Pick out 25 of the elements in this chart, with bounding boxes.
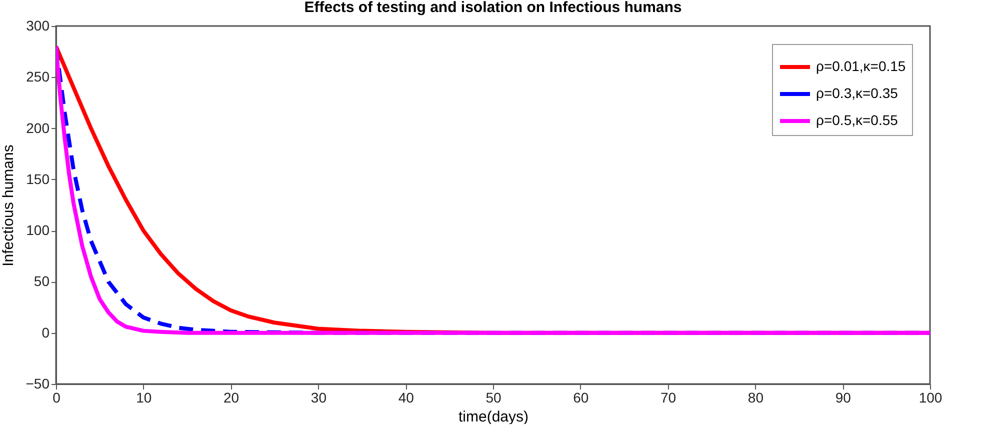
x-tick-label: 50 [486,390,502,406]
y-tick-label: 300 [26,18,50,34]
x-tick-label: 10 [136,390,152,406]
legend-label: ρ=0.3,κ=0.35 [816,85,898,101]
y-tick-label: −50 [26,376,50,392]
x-tick-label: 70 [660,390,676,406]
x-tick-label: 80 [748,390,764,406]
x-tick-label: 90 [835,390,852,406]
line-series [56,44,930,335]
y-axis-title: Infectious humans [0,144,17,266]
x-tick-label: 40 [398,390,414,406]
x-tick-label: 60 [573,390,589,406]
y-tick-label: 100 [26,222,50,238]
x-tick-label: 100 [918,390,942,406]
legend-label: ρ=0.5,κ=0.55 [816,112,898,128]
y-tick-label: 200 [26,120,50,136]
legend-label: ρ=0.01,κ=0.15 [816,58,906,74]
x-tick-label: 30 [310,390,327,406]
x-tick-label: 0 [52,390,61,406]
x-tick-label: 20 [224,390,240,406]
y-tick-label: 250 [26,68,50,85]
y-tick-label: 50 [34,273,50,290]
y-tick-label: 0 [42,324,50,340]
chart-title: Effects of testing and isolation on Infectious humans [304,0,682,16]
y-tick-label: 150 [26,170,50,187]
